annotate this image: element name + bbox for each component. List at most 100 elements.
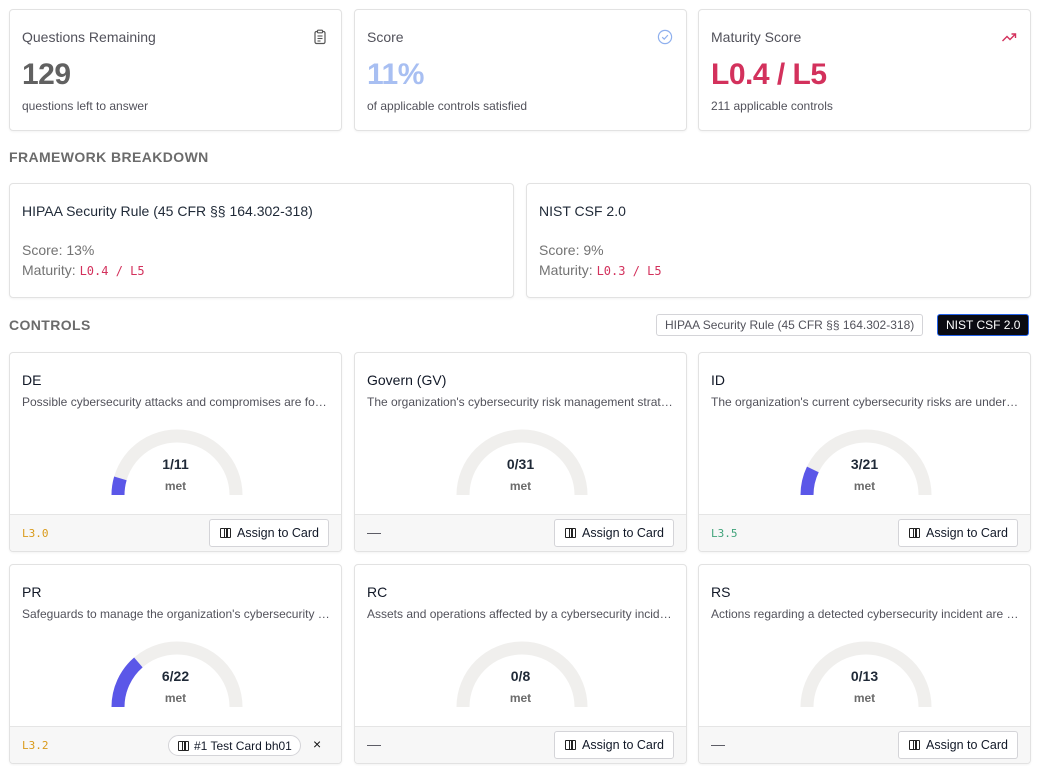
control-card[interactable]: RC Assets and operations affected by a c…: [354, 564, 687, 764]
assign-to-card-label: Assign to Card: [582, 738, 664, 752]
stat-value: 129: [22, 58, 71, 91]
progress-gauge: [800, 429, 932, 496]
framework-name: NIST CSF 2.0: [539, 203, 626, 219]
controls-heading: CONTROLS: [9, 317, 91, 333]
score-label: Score:: [539, 242, 580, 258]
score-label: Score:: [22, 242, 63, 258]
control-footer: L3.0 Assign to Card: [10, 514, 341, 551]
control-description: Safeguards to manage the organization's …: [22, 607, 330, 621]
framework-score: Score: 9%: [539, 242, 604, 258]
maturity-value: L0.3 / L5: [596, 264, 662, 278]
met-fraction: 6/22: [161, 668, 190, 684]
maturity-label: Maturity:: [22, 262, 76, 278]
gauge-track: [800, 429, 932, 496]
met-fraction: 3/21: [850, 456, 879, 472]
control-code: RS: [711, 584, 731, 600]
met-label: met: [509, 691, 532, 705]
board-icon: [565, 740, 577, 750]
gauge-track: [456, 429, 588, 496]
met-fraction: 0/13: [850, 668, 879, 684]
control-description: The organization's current cybersecurity…: [711, 395, 1019, 409]
met-fraction: 0/31: [506, 456, 535, 472]
maturity-value: L0.4 / L5: [79, 264, 145, 278]
gauge-fill: [800, 466, 819, 496]
progress-gauge: [456, 429, 588, 496]
assigned-card-label: #1 Test Card bh01: [194, 738, 292, 753]
progress-gauge: [800, 641, 932, 708]
board-icon: [220, 528, 232, 538]
met-label: met: [853, 479, 876, 493]
maturity-level: —: [711, 736, 725, 752]
board-icon: [565, 528, 577, 538]
stat-card-maturity-score: Maturity Score L0.4 / L5 211 applicable …: [698, 9, 1031, 131]
control-description: The organization's cybersecurity risk ma…: [367, 395, 675, 409]
stat-title: Questions Remaining: [22, 29, 156, 45]
trending-up-icon: [1002, 33, 1017, 42]
control-description: Possible cybersecurity attacks and compr…: [22, 395, 330, 409]
stat-subtitle: of applicable controls satisfied: [367, 99, 528, 113]
control-code: ID: [711, 372, 725, 388]
assigned-card-chip[interactable]: #1 Test Card bh01: [168, 735, 301, 756]
assign-to-card-button[interactable]: Assign to Card: [898, 519, 1018, 547]
stat-value: 11%: [367, 58, 424, 91]
progress-gauge: [111, 429, 243, 496]
framework-breakdown-heading: FRAMEWORK BREAKDOWN: [9, 149, 209, 165]
control-card[interactable]: DE Possible cybersecurity attacks and co…: [9, 352, 342, 552]
control-card[interactable]: Govern (GV) The organization's cybersecu…: [354, 352, 687, 552]
maturity-level: L3.2: [22, 739, 49, 752]
control-code: PR: [22, 584, 42, 600]
control-card[interactable]: PR Safeguards to manage the organization…: [9, 564, 342, 764]
gauge-fill: [111, 476, 127, 496]
met-label: met: [509, 479, 532, 493]
control-footer: — Assign to Card: [699, 726, 1030, 763]
stat-subtitle: 211 applicable controls: [711, 99, 833, 113]
maturity-level: L3.5: [711, 527, 738, 540]
stat-subtitle: questions left to answer: [22, 99, 149, 113]
score-value: 13%: [66, 242, 95, 258]
assign-to-card-button[interactable]: Assign to Card: [209, 519, 329, 547]
filter-hipaa[interactable]: HIPAA Security Rule (45 CFR §§ 164.302-3…: [656, 314, 924, 336]
framework-score: Score: 13%: [22, 242, 94, 258]
framework-card-nist[interactable]: NIST CSF 2.0 Score: 9% Maturity: L0.3 / …: [526, 183, 1031, 298]
maturity-label: Maturity:: [539, 262, 593, 278]
gauge-fill: [111, 657, 143, 708]
assign-to-card-label: Assign to Card: [582, 526, 664, 540]
control-code: DE: [22, 372, 42, 388]
control-description: Actions regarding a detected cybersecuri…: [711, 607, 1019, 621]
assign-to-card-button[interactable]: Assign to Card: [554, 519, 674, 547]
clipboard-icon: [314, 29, 326, 45]
control-footer: — Assign to Card: [355, 726, 686, 763]
assign-to-card-button[interactable]: Assign to Card: [898, 731, 1018, 759]
check-circle-icon: [657, 29, 673, 45]
progress-gauge: [456, 641, 588, 708]
stat-card-score: Score 11% of applicable controls satisfi…: [354, 9, 687, 131]
progress-gauge: [111, 641, 243, 708]
control-footer: — Assign to Card: [355, 514, 686, 551]
filter-nist-csf[interactable]: NIST CSF 2.0: [937, 314, 1030, 336]
met-fraction: 0/8: [510, 668, 531, 684]
control-code: Govern (GV): [367, 372, 447, 388]
stat-title: Score: [367, 29, 404, 45]
framework-maturity: Maturity: L0.3 / L5: [539, 262, 662, 278]
control-card[interactable]: ID The organization's current cybersecur…: [698, 352, 1031, 552]
board-icon: [178, 740, 189, 751]
assign-to-card-button[interactable]: Assign to Card: [554, 731, 674, 759]
maturity-level: —: [367, 524, 381, 540]
met-fraction: 1/11: [162, 456, 189, 472]
met-label: met: [853, 691, 876, 705]
gauge-track: [456, 641, 588, 708]
maturity-level: —: [367, 736, 381, 752]
assign-to-card-label: Assign to Card: [237, 526, 319, 540]
control-card[interactable]: RS Actions regarding a detected cybersec…: [698, 564, 1031, 764]
control-description: Assets and operations affected by a cybe…: [367, 607, 675, 621]
assign-to-card-label: Assign to Card: [926, 738, 1008, 752]
remove-card-icon[interactable]: ×: [313, 736, 322, 752]
control-footer: L3.2 #1 Test Card bh01 ×: [10, 726, 341, 763]
framework-card-hipaa[interactable]: HIPAA Security Rule (45 CFR §§ 164.302-3…: [9, 183, 514, 298]
control-code: RC: [367, 584, 388, 600]
stat-card-questions-remaining: Questions Remaining 129 questions left t…: [9, 9, 342, 131]
control-footer: L3.5 Assign to Card: [699, 514, 1030, 551]
assign-to-card-label: Assign to Card: [926, 526, 1008, 540]
stat-value: L0.4 / L5: [711, 58, 827, 91]
met-label: met: [164, 691, 187, 705]
